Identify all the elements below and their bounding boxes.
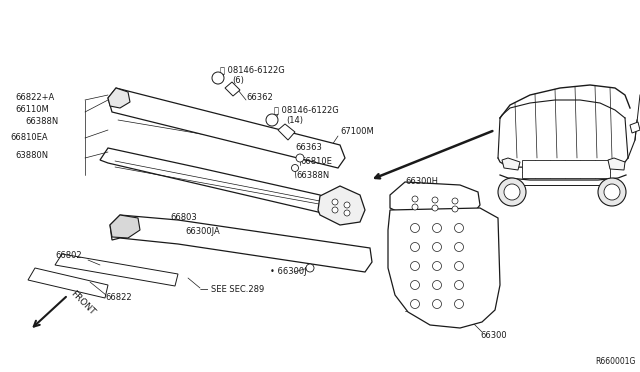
Circle shape (604, 184, 620, 200)
Circle shape (412, 204, 418, 210)
Text: 66388N: 66388N (296, 170, 329, 180)
Text: Ⓑ 08146-6122G: Ⓑ 08146-6122G (220, 65, 285, 74)
Text: 66388N: 66388N (25, 118, 58, 126)
Text: — SEE SEC.289: — SEE SEC.289 (200, 285, 264, 295)
Circle shape (433, 243, 442, 251)
Text: 66802: 66802 (55, 250, 82, 260)
Circle shape (454, 243, 463, 251)
Circle shape (454, 280, 463, 289)
Circle shape (410, 299, 419, 308)
Text: FRONT: FRONT (69, 289, 97, 317)
Circle shape (454, 262, 463, 270)
Circle shape (410, 262, 419, 270)
Circle shape (306, 264, 314, 272)
Text: B: B (216, 76, 220, 80)
Circle shape (432, 205, 438, 211)
Text: (14): (14) (286, 115, 303, 125)
Text: 66822+A: 66822+A (15, 93, 54, 102)
Polygon shape (522, 160, 610, 178)
Circle shape (410, 243, 419, 251)
Circle shape (452, 198, 458, 204)
Text: 66803: 66803 (170, 214, 196, 222)
Polygon shape (55, 254, 178, 286)
Polygon shape (318, 186, 365, 225)
Text: 66362: 66362 (246, 93, 273, 103)
Circle shape (504, 184, 520, 200)
Text: 66300JA: 66300JA (185, 228, 220, 237)
Circle shape (344, 202, 350, 208)
Circle shape (410, 224, 419, 232)
Text: 66363: 66363 (295, 144, 322, 153)
Polygon shape (630, 122, 640, 133)
Polygon shape (110, 215, 140, 238)
Text: (6): (6) (232, 76, 244, 84)
Circle shape (433, 280, 442, 289)
Text: 67100M: 67100M (340, 128, 374, 137)
Text: Ⓑ 08146-6122G: Ⓑ 08146-6122G (274, 106, 339, 115)
Polygon shape (100, 148, 340, 222)
Circle shape (412, 196, 418, 202)
Circle shape (433, 299, 442, 308)
Polygon shape (390, 182, 480, 218)
Circle shape (212, 72, 224, 84)
Text: 66110M: 66110M (15, 106, 49, 115)
Circle shape (410, 280, 419, 289)
Text: B: B (269, 118, 275, 122)
Polygon shape (388, 208, 500, 328)
Polygon shape (28, 268, 108, 298)
Text: 66300H: 66300H (405, 177, 438, 186)
Circle shape (454, 224, 463, 232)
Circle shape (598, 178, 626, 206)
Circle shape (344, 210, 350, 216)
Circle shape (433, 262, 442, 270)
Circle shape (296, 154, 304, 162)
Circle shape (432, 197, 438, 203)
Text: 66822: 66822 (105, 294, 132, 302)
Polygon shape (225, 82, 240, 96)
Circle shape (291, 164, 298, 171)
Text: 63880N: 63880N (15, 151, 48, 160)
Text: 66810EA: 66810EA (10, 134, 47, 142)
Text: 66810E: 66810E (300, 157, 332, 167)
Circle shape (498, 178, 526, 206)
Polygon shape (110, 215, 372, 272)
Text: • 66300J: • 66300J (270, 267, 307, 276)
Polygon shape (608, 158, 625, 170)
Circle shape (332, 207, 338, 213)
Polygon shape (502, 158, 520, 170)
Circle shape (433, 224, 442, 232)
Circle shape (332, 199, 338, 205)
Text: R660001G: R660001G (595, 357, 636, 366)
Text: 66300: 66300 (480, 330, 507, 340)
Circle shape (266, 114, 278, 126)
Circle shape (452, 206, 458, 212)
Polygon shape (278, 124, 295, 140)
Polygon shape (108, 88, 130, 108)
Polygon shape (108, 88, 345, 168)
Circle shape (454, 299, 463, 308)
